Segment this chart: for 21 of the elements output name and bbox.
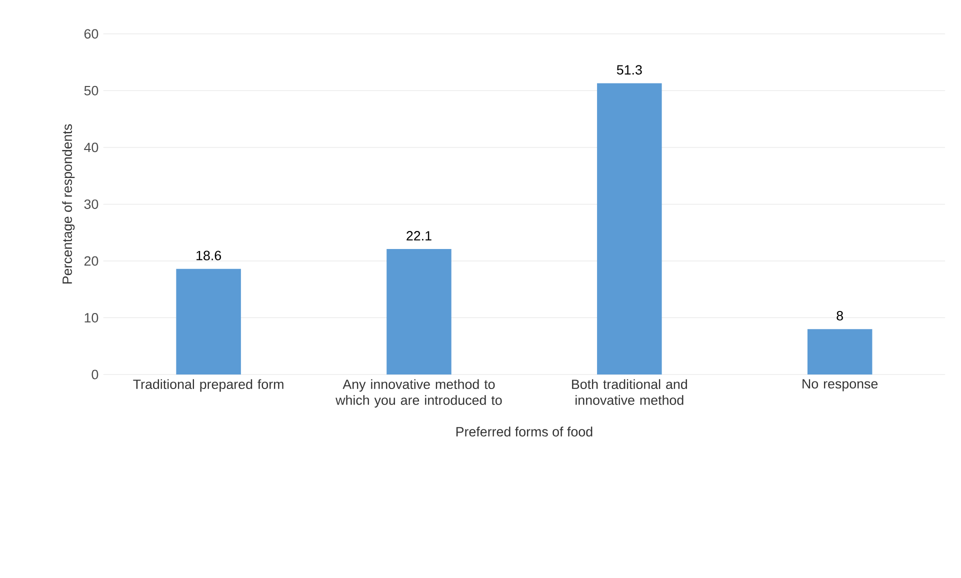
y-tick-label: 20: [84, 256, 98, 266]
bar: [597, 83, 662, 375]
bar: [807, 329, 872, 375]
data-label: 51.3: [616, 65, 642, 75]
x-tick-label: Both traditional and innovative method: [572, 379, 687, 406]
x-tick-label: No response: [802, 379, 878, 392]
bar: [386, 249, 452, 375]
data-label: 8: [836, 311, 843, 321]
y-axis-title: Percentage of respondents: [62, 124, 75, 284]
y-tick-label: 0: [92, 370, 98, 380]
x-tick-label: Traditional prepared form: [133, 379, 284, 392]
y-tick-label: 50: [84, 86, 98, 96]
data-label: 18.6: [196, 250, 221, 260]
y-tick-label: 10: [84, 313, 98, 323]
y-tick-label: 60: [84, 29, 98, 39]
y-tick-label: 30: [84, 200, 98, 210]
data-label: 22.1: [406, 231, 432, 241]
y-tick-label: 40: [84, 142, 98, 152]
x-tick-label: Any innovative method to which you are introduced to: [336, 379, 502, 408]
x-axis-title: Preferred forms of food: [456, 426, 592, 437]
bar: [176, 269, 241, 375]
